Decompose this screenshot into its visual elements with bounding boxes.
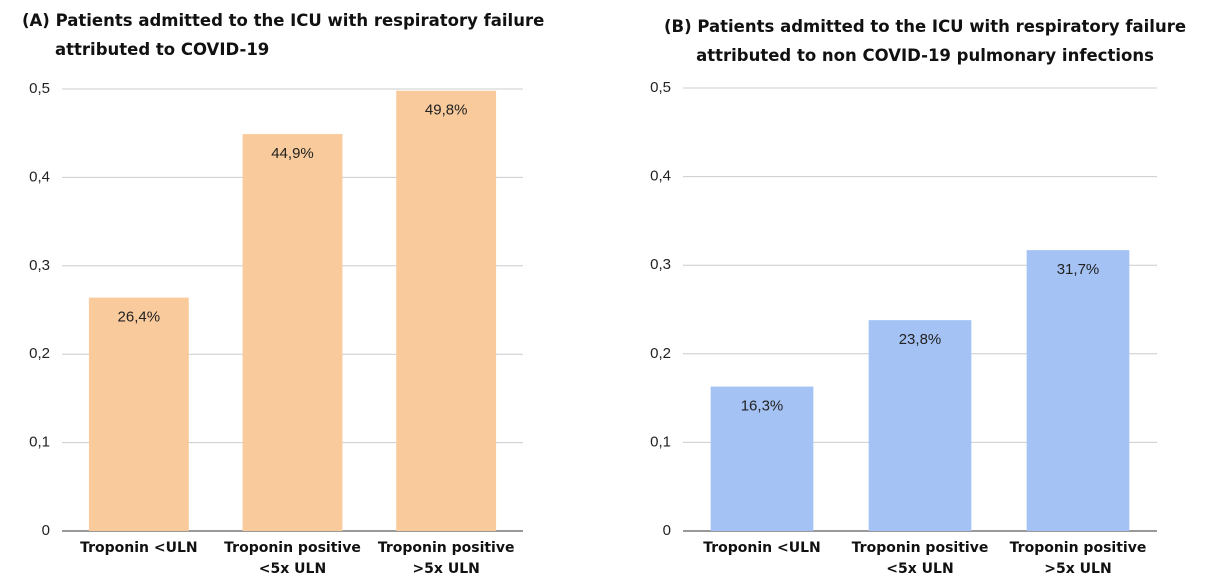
value-label: 31,7% — [1057, 261, 1100, 278]
y-tick-label: 0,1 — [650, 433, 671, 450]
value-label: 16,3% — [741, 398, 784, 415]
x-tick-label: Troponin positive <5x ULN — [851, 540, 989, 577]
x-tick-label: Troponin positive >5x ULN — [1009, 540, 1147, 577]
chart-title: (B) Patients admitted to the ICU with re… — [663, 17, 1187, 65]
x-tick-label: Troponin <ULN — [80, 540, 198, 556]
y-tick-label: 0 — [663, 522, 671, 539]
value-label: 44,9% — [271, 145, 314, 162]
x-tick-label: Troponin positive >5x ULN — [377, 540, 515, 577]
chart-title: (A) Patients admitted to the ICU with re… — [22, 11, 545, 59]
y-tick-label: 0,1 — [29, 434, 50, 451]
y-tick-label: 0,3 — [650, 256, 671, 273]
bar — [868, 320, 972, 531]
y-tick-label: 0,4 — [29, 168, 50, 185]
y-tick-label: 0 — [42, 522, 50, 539]
bar — [710, 386, 814, 531]
y-tick-label: 0,2 — [29, 345, 50, 362]
x-tick-label: Troponin <ULN — [703, 540, 821, 556]
bar — [88, 297, 189, 531]
y-tick-label: 0,5 — [29, 80, 50, 97]
y-tick-label: 0,3 — [29, 257, 50, 274]
value-label: 26,4% — [118, 309, 161, 326]
y-tick-label: 0,2 — [650, 345, 671, 362]
bar — [396, 90, 497, 531]
x-tick-label: Troponin positive <5x ULN — [224, 540, 361, 577]
value-label: 23,8% — [899, 331, 942, 348]
bar — [1026, 250, 1130, 531]
value-label: 49,8% — [425, 102, 468, 119]
y-tick-label: 0,5 — [650, 79, 671, 96]
bar — [242, 134, 343, 532]
y-tick-label: 0,4 — [650, 168, 671, 185]
